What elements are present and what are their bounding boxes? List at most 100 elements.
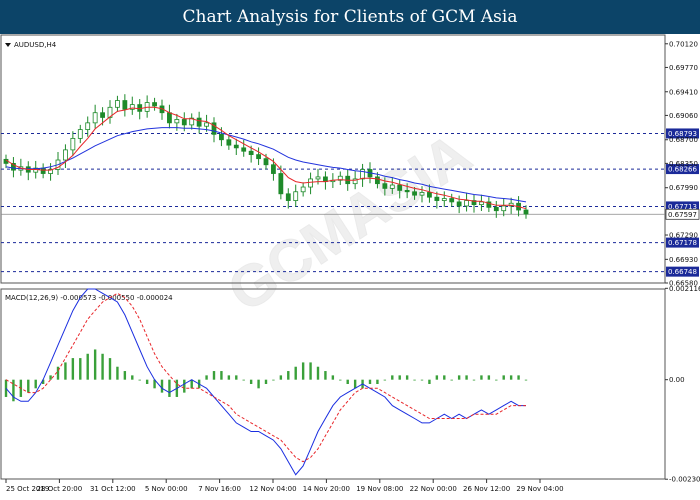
- candle-body: [152, 102, 157, 107]
- candle-body: [100, 112, 105, 118]
- price-tick-label: 0.68700: [669, 136, 698, 144]
- macd-histogram-bar: [443, 375, 446, 380]
- price-tick-label: 0.66580: [669, 280, 698, 288]
- macd-histogram-bar: [376, 379, 379, 384]
- macd-histogram-bar: [27, 379, 30, 393]
- macd-histogram-bar: [123, 371, 127, 380]
- candle-body: [196, 117, 202, 127]
- candle-body: [70, 137, 76, 151]
- candle-body: [233, 144, 239, 149]
- macd-histogram-bar: [472, 379, 476, 381]
- candle-body: [271, 164, 276, 174]
- macd-histogram-bar: [168, 379, 171, 397]
- time-tick-label: 19 Nov 08:00: [356, 485, 403, 493]
- macd-histogram-bar: [279, 375, 283, 380]
- macd-histogram-bar: [108, 358, 112, 380]
- candle-body: [315, 176, 321, 180]
- candle-body: [486, 201, 492, 208]
- macd-histogram: [4, 349, 528, 402]
- macd-histogram-bar: [383, 379, 387, 381]
- time-tick-label: 14 Nov 20:00: [303, 485, 350, 493]
- macd-histogram-bar: [495, 379, 498, 381]
- macd-histogram-bar: [86, 353, 89, 380]
- macd-histogram-bar: [264, 379, 268, 384]
- macd-histogram-bar: [71, 358, 75, 380]
- macd-tick-label: -0.002305: [669, 476, 700, 484]
- macd-histogram-bar: [301, 362, 305, 380]
- macd-histogram-bar: [368, 379, 372, 384]
- macd-histogram-bar: [324, 371, 327, 380]
- macd-histogram-bar: [138, 379, 141, 381]
- macd-histogram-bar: [524, 379, 528, 381]
- macd-histogram-bar: [353, 379, 357, 389]
- macd-histogram-bar: [502, 375, 505, 380]
- macd-histogram-bar: [64, 362, 67, 380]
- time-tick-label: 26 Nov 12:00: [463, 485, 510, 493]
- current-price-label: 0.67597: [668, 211, 697, 219]
- chart-canvas[interactable]: GCMASIA 0.687930.682660.677130.671780.66…: [0, 34, 700, 500]
- macd-axis: 0.002116 0.00 -0.002305: [665, 285, 700, 484]
- macd-histogram-bar: [435, 375, 439, 380]
- price-tick-label: 0.69410: [669, 88, 698, 96]
- candle-body: [508, 202, 514, 207]
- macd-histogram-bar: [227, 375, 231, 380]
- candle-body: [129, 104, 135, 110]
- level-label: 0.67713: [668, 203, 697, 211]
- candle-body: [464, 200, 469, 207]
- candle-body: [11, 162, 16, 171]
- candle-body: [85, 122, 91, 131]
- time-tick-label: 31 Oct 12:00: [90, 485, 136, 493]
- macd-histogram-bar: [398, 375, 401, 380]
- macd-histogram-bar: [116, 366, 119, 380]
- candle-body: [248, 150, 254, 156]
- macd-histogram-bar: [131, 375, 134, 380]
- time-tick-label: 22 Nov 00:00: [410, 485, 457, 493]
- macd-histogram-bar: [509, 375, 513, 380]
- candle-body: [263, 158, 269, 166]
- macd-histogram-bar: [249, 379, 253, 384]
- candle-body: [40, 167, 46, 174]
- candle-body: [449, 198, 455, 203]
- macd-label: MACD(12,26,9) -0.000573 -0.000550 -0.000…: [5, 294, 173, 302]
- macd-histogram-bar: [205, 375, 208, 380]
- macd-histogram-bar: [34, 379, 37, 389]
- candle-body: [211, 122, 217, 135]
- macd-histogram-bar: [272, 379, 275, 381]
- candle-body: [434, 196, 440, 201]
- macd-histogram-bar: [457, 375, 461, 380]
- macd-histogram-bar: [153, 379, 156, 389]
- level-label: 0.67178: [668, 239, 697, 247]
- candlesticks: [3, 94, 529, 219]
- macd-histogram-bar: [56, 366, 60, 380]
- macd-histogram-bar: [420, 379, 424, 381]
- current-price-label-bg: [665, 208, 700, 220]
- macd-histogram-bar: [487, 375, 491, 380]
- fast-moving-average-line: [5, 106, 527, 210]
- macd-histogram-bar: [220, 371, 223, 380]
- macd-histogram-bar: [517, 375, 520, 380]
- level-label-bg: [666, 266, 699, 277]
- time-tick-label: 28 Oct 20:00: [37, 485, 83, 493]
- level-label-bg: [666, 237, 699, 248]
- macd-histogram-bar: [428, 379, 431, 384]
- level-label: 0.66748: [668, 268, 697, 276]
- macd-histogram-bar: [391, 375, 394, 380]
- candle-body: [293, 191, 299, 201]
- candle-body: [479, 201, 484, 206]
- candle-body: [115, 100, 120, 108]
- candle-body: [63, 149, 68, 161]
- candle-body: [419, 192, 425, 196]
- macd-histogram-bar: [257, 379, 260, 389]
- dropdown-triangle-icon[interactable]: [5, 43, 11, 47]
- macd-histogram-bar: [190, 379, 193, 389]
- candle-body: [204, 122, 209, 127]
- macd-histogram-bar: [49, 375, 52, 380]
- candle-body: [337, 175, 343, 181]
- macd-histogram-bar: [309, 362, 312, 380]
- price-tick-label: 0.69060: [669, 112, 698, 120]
- macd-histogram-bar: [405, 375, 409, 380]
- macd-histogram-bar: [12, 379, 15, 402]
- time-tick-label: 25 Oct 2019: [6, 485, 49, 493]
- macd-tick-label: 0.00: [669, 376, 685, 384]
